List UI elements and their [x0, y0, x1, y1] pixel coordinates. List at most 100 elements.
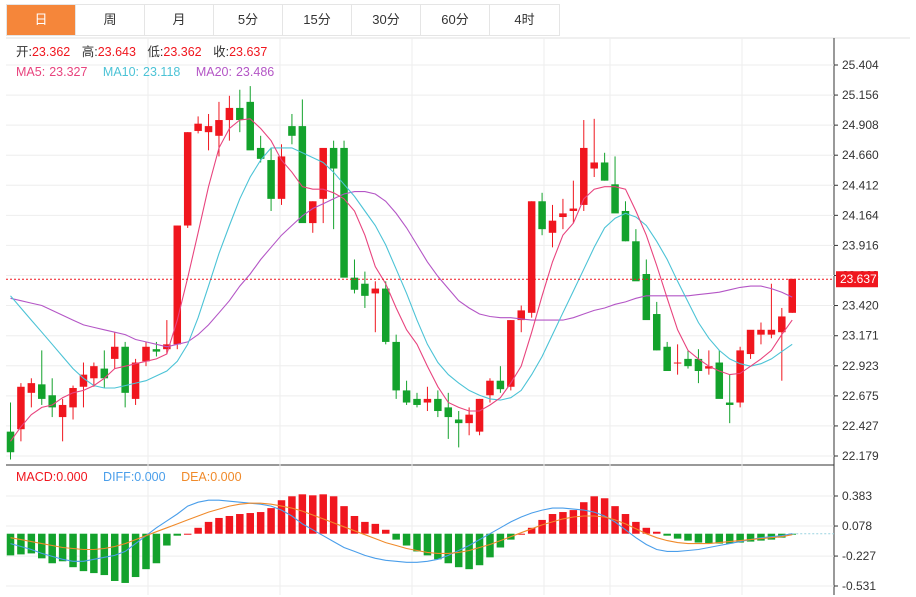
candle-body-37 — [392, 341, 400, 391]
candle-body-12 — [131, 362, 140, 399]
macd-bar-10 — [110, 533, 119, 581]
candle-36 — [381, 281, 390, 345]
candle-72 — [757, 322, 765, 345]
period-tabs: 日 周 月 5分 15分 30分 60分 4时 — [6, 4, 560, 36]
macd-bar-41 — [434, 533, 442, 560]
macd-tick-label-3: -0.531 — [842, 579, 876, 593]
macd-bar-44 — [465, 533, 473, 570]
candle-41 — [434, 390, 442, 418]
candle-body-63 — [663, 346, 671, 372]
macd-bar-68 — [715, 533, 724, 544]
macd-bar-14 — [152, 533, 161, 564]
candle-body-33 — [350, 277, 359, 290]
candle-23 — [246, 86, 254, 151]
tab-60min[interactable]: 60分 — [421, 5, 490, 35]
candle-27 — [288, 113, 296, 145]
candle-body-2 — [27, 383, 36, 393]
candle-body-74 — [778, 316, 786, 333]
tab-5min[interactable]: 5分 — [214, 5, 283, 35]
candle-body-73 — [767, 329, 776, 335]
candle-53 — [559, 198, 567, 230]
candle-body-25 — [267, 160, 275, 199]
candle-75 — [788, 278, 796, 313]
candle-body-21 — [225, 107, 234, 121]
candle-body-20 — [215, 120, 223, 136]
candle-body-13 — [142, 346, 150, 362]
candle-38 — [402, 380, 411, 405]
candle-67 — [705, 350, 713, 375]
candle-17 — [183, 132, 192, 228]
candle-body-61 — [642, 274, 651, 321]
candle-4 — [48, 378, 56, 418]
candle-body-22 — [236, 107, 244, 121]
candle-body-7 — [79, 374, 88, 387]
price-axis-ticks: 25.404 25.156 24.908 24.660 24.412 24.164 23.9… — [834, 58, 879, 463]
macd-bar-35 — [371, 523, 380, 534]
candle-60 — [632, 229, 640, 282]
tab-week[interactable]: 周 — [76, 5, 145, 35]
ma10-label: MA10: — [103, 65, 139, 79]
candle-22 — [236, 89, 244, 133]
macd-value: 0.000 — [56, 470, 87, 484]
macd-bar-1 — [17, 533, 25, 555]
horizontal-grid — [6, 64, 834, 587]
macd-bar-21 — [225, 515, 234, 534]
candle-body-62 — [652, 314, 661, 351]
price-tick-label-4: 24.412 — [842, 178, 879, 192]
ma5-value: 23.327 — [49, 65, 87, 79]
tab-month[interactable]: 月 — [145, 5, 214, 35]
candle-28 — [298, 99, 307, 224]
macd-bar-50 — [527, 527, 536, 534]
candle-6 — [69, 385, 77, 420]
diff-line — [10, 499, 793, 563]
candle-65 — [684, 350, 692, 369]
candle-43 — [454, 411, 463, 448]
candle-48 — [507, 320, 515, 391]
candle-7 — [79, 362, 88, 408]
macd-bar-39 — [413, 533, 421, 552]
macd-bar-22 — [236, 514, 244, 534]
candle-body-56 — [590, 162, 598, 169]
macd-label: MACD: — [16, 470, 56, 484]
candle-0 — [6, 402, 15, 460]
candle-body-66 — [694, 358, 703, 372]
candle-63 — [663, 341, 671, 372]
macd-bar-56 — [590, 496, 598, 534]
macd-bar-42 — [444, 533, 453, 564]
candle-body-26 — [277, 156, 286, 199]
tab-15min[interactable]: 15分 — [283, 5, 352, 35]
macd-bar-40 — [423, 533, 432, 556]
current-price-label: 23.637 — [840, 272, 877, 286]
candle-5 — [58, 398, 67, 442]
price-tick-label-9: 23.171 — [842, 329, 879, 343]
candle-body-38 — [402, 390, 411, 403]
candle-body-18 — [194, 123, 202, 131]
macd-bar-12 — [131, 533, 140, 578]
candle-body-8 — [90, 366, 98, 379]
candle-body-0 — [6, 431, 15, 453]
macd-bar-25 — [267, 508, 275, 534]
candle-70 — [736, 346, 744, 408]
candle-12 — [131, 358, 140, 405]
macd-bar-51 — [538, 519, 546, 534]
candle-body-60 — [632, 241, 640, 282]
tab-day[interactable]: 日 — [7, 5, 76, 35]
macd-bar-66 — [694, 533, 703, 543]
candle-15 — [163, 320, 171, 355]
candle-body-54 — [569, 208, 578, 211]
candle-body-41 — [434, 398, 442, 412]
candle-body-23 — [246, 101, 254, 151]
candle-body-52 — [548, 220, 557, 233]
macd-bar-16 — [173, 533, 182, 536]
macd-bar-69 — [725, 533, 734, 544]
macd-bar-65 — [684, 533, 692, 541]
tab-30min[interactable]: 30分 — [352, 5, 421, 35]
candle-34 — [361, 271, 369, 308]
tab-4hour[interactable]: 4时 — [514, 12, 535, 27]
candle-body-4 — [48, 395, 56, 408]
macd-tick-label-1: 0.078 — [842, 519, 872, 533]
macd-bar-23 — [246, 513, 254, 534]
macd-bar-6 — [69, 533, 77, 568]
price-tick-label-12: 22.427 — [842, 419, 879, 433]
